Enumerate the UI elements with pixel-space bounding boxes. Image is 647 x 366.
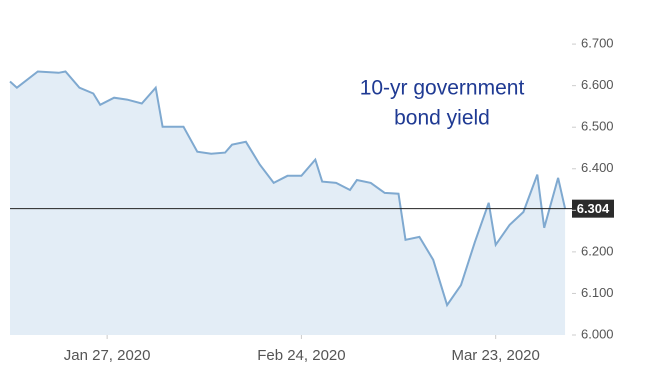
y-tick-label: 6.200 <box>581 243 614 258</box>
last-value-label: 6.304 <box>577 201 610 216</box>
x-tick-label: Mar 23, 2020 <box>451 347 539 364</box>
y-tick-label: 6.000 <box>581 326 614 341</box>
last-value-box <box>572 199 614 218</box>
y-tick-label: 6.700 <box>581 36 614 51</box>
y-tick-label: 6.500 <box>581 119 614 134</box>
y-tick-label: 6.600 <box>581 77 614 92</box>
annotation: 10-yr government <box>360 77 525 100</box>
overlay: 6.304 6.000 6.100 6.200 6.400 6.500 6.600 6.700… <box>9 36 614 364</box>
line <box>9 70 567 308</box>
x-tick-label: Jan 27, 2020 <box>64 347 151 364</box>
x-tick-label: Feb 24, 2020 <box>257 347 345 364</box>
annotation: bond yield <box>394 107 490 130</box>
y-tick-label: 6.100 <box>581 285 614 300</box>
y-tick-label: 6.400 <box>581 160 614 175</box>
area <box>10 71 566 335</box>
